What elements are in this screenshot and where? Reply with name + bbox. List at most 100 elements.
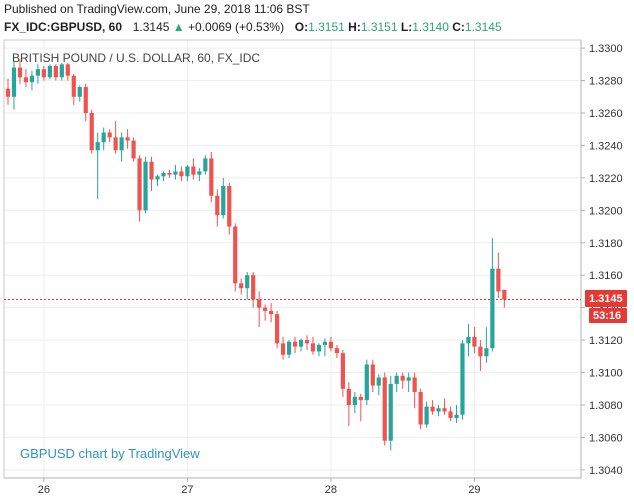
candle <box>215 189 220 227</box>
candle-body <box>83 87 88 113</box>
candle-body <box>185 166 190 177</box>
candle <box>496 252 501 298</box>
price-tick-label: 1.3120 <box>589 335 623 347</box>
candle-body <box>406 377 411 381</box>
candle-body <box>358 396 363 401</box>
high-value: 1.3151 <box>360 20 398 34</box>
candle <box>460 340 465 420</box>
time-tick-label: 26 <box>38 484 50 496</box>
candle-body <box>334 348 339 354</box>
candle <box>137 155 142 222</box>
time-tick-label: 28 <box>325 484 337 496</box>
candle-body <box>221 186 226 216</box>
candle-body <box>209 158 214 196</box>
candle-body <box>245 275 250 289</box>
candle-body <box>322 341 328 345</box>
candle <box>454 405 459 423</box>
price-tick-label: 1.3180 <box>589 238 623 250</box>
candle-body <box>340 353 345 389</box>
last-price: 1.3145 <box>132 20 170 34</box>
candle-body <box>286 341 292 355</box>
candle <box>334 344 339 358</box>
candle-body <box>424 406 429 425</box>
candle <box>113 121 118 154</box>
symbol-label[interactable]: FX_IDC:GBPUSD, 60 <box>4 20 123 34</box>
candle-body <box>227 186 232 227</box>
candle-body <box>484 348 489 357</box>
candle-body <box>448 411 453 418</box>
up-arrow-icon: ▲ <box>172 20 185 34</box>
candle-body <box>107 132 112 138</box>
candle <box>143 156 148 214</box>
candle <box>95 132 100 199</box>
candle-body <box>310 343 316 352</box>
candle-body <box>263 307 268 311</box>
candle-body <box>364 364 369 401</box>
candle <box>484 327 489 363</box>
published-line: Published on TradingView.com, June 29, 2… <box>4 2 310 16</box>
candle-body <box>490 268 495 349</box>
candle-body <box>382 377 387 441</box>
price-tick-label: 1.3300 <box>589 43 623 55</box>
price-tick-label: 1.3100 <box>589 368 623 380</box>
candle-body <box>346 388 351 405</box>
candle-body <box>65 64 70 76</box>
candle-body <box>442 408 447 412</box>
candle <box>131 137 136 162</box>
candle <box>47 64 52 79</box>
candle <box>191 158 196 180</box>
candle-body <box>316 344 322 352</box>
candle <box>227 182 232 235</box>
candle-body <box>478 346 483 357</box>
candle-body <box>161 173 166 177</box>
price-tick-label: 1.3260 <box>589 108 623 120</box>
candle <box>328 336 334 352</box>
open-label: O: <box>294 20 309 34</box>
candle-body <box>215 195 220 216</box>
candle <box>59 62 64 81</box>
candle-body <box>430 406 435 412</box>
candle <box>472 327 477 354</box>
candle <box>370 359 375 393</box>
price-tick-label: 1.3060 <box>589 432 623 444</box>
candle <box>358 393 363 422</box>
candle <box>304 335 310 350</box>
candle <box>17 59 23 84</box>
candle <box>275 310 280 349</box>
candle-body <box>418 392 423 425</box>
candle-body <box>143 161 148 211</box>
candle <box>233 223 238 292</box>
candle <box>442 398 447 415</box>
candle-body <box>292 341 298 347</box>
candle-body <box>233 226 238 284</box>
candle-body <box>35 69 40 76</box>
candle-body <box>167 173 172 175</box>
candle <box>65 62 70 81</box>
current-price-badge <box>585 290 627 307</box>
candle-body <box>59 64 64 78</box>
candle <box>406 372 411 393</box>
candle-body <box>502 289 507 300</box>
candle-body <box>173 171 178 175</box>
candle <box>53 64 58 81</box>
candle-body <box>388 383 393 441</box>
candle-body <box>412 377 417 393</box>
candle <box>478 340 483 371</box>
candle-body <box>328 341 334 349</box>
candle <box>316 343 322 357</box>
candle-body <box>101 132 106 143</box>
price-tick-label: 1.3240 <box>589 140 623 152</box>
candle <box>430 400 435 415</box>
price-tick-label: 1.3040 <box>589 465 623 477</box>
candle-body <box>466 336 471 344</box>
candle-body <box>125 137 130 141</box>
candle <box>83 83 88 122</box>
plot-frame <box>3 39 582 479</box>
candle-body <box>454 414 459 418</box>
candle-body <box>53 65 58 78</box>
low-value: 1.3140 <box>412 20 449 34</box>
candle <box>107 129 112 143</box>
watermark[interactable]: GBPUSD chart by TradingView <box>20 446 200 461</box>
candle <box>364 359 369 405</box>
